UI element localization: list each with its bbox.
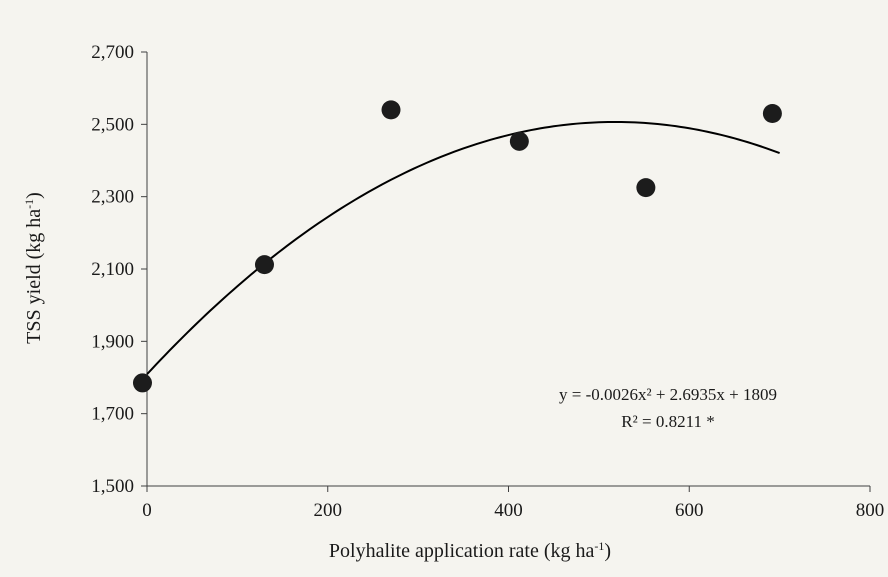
data-points	[132, 100, 782, 393]
x-tick-label: 600	[675, 500, 704, 521]
trendline-equation: y = -0.0026x² + 2.6935x + 1809	[559, 385, 777, 404]
y-tick-label: 1,700	[91, 404, 134, 425]
data-point	[132, 373, 152, 393]
axes	[146, 52, 870, 487]
y-tick-label: 1,500	[91, 476, 134, 497]
x-axis-title-superscript: -1	[594, 539, 604, 553]
y-axis-title-superscript: -1	[22, 199, 36, 209]
y-axis-title: TSS yield (kg ha-1)	[22, 192, 45, 344]
y-tick-label: 2,100	[91, 259, 134, 280]
y-ticks: 1,500 1,700 1,900 2,100 2,300 2,500 2,700	[91, 42, 147, 497]
x-tick-label: 400	[494, 500, 523, 521]
data-point	[636, 178, 656, 198]
y-tick-label: 2,700	[91, 42, 134, 63]
y-tick-label: 1,900	[91, 331, 134, 352]
data-point	[762, 103, 782, 123]
trendline-curve	[146, 120, 780, 375]
r-squared-label: R² = 0.8211 *	[621, 412, 714, 431]
x-tick-label: 800	[856, 500, 885, 521]
y-tick-label: 2,500	[91, 114, 134, 135]
x-tick-label: 0	[142, 500, 152, 521]
data-point	[381, 100, 401, 120]
data-point	[509, 131, 529, 151]
data-point	[254, 255, 274, 275]
x-axis-title: Polyhalite application rate (kg ha-1)	[329, 539, 611, 562]
x-tick-label: 200	[314, 500, 343, 521]
y-tick-label: 2,300	[91, 187, 134, 208]
x-ticks: 0 200 400 600 800	[142, 486, 884, 521]
